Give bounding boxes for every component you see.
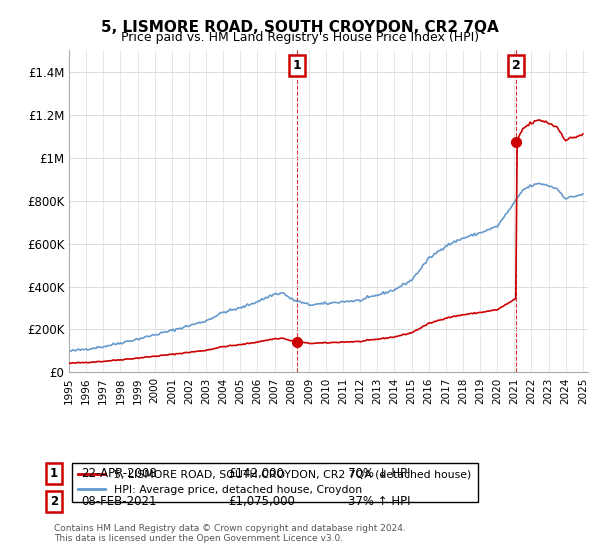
Legend: 5, LISMORE ROAD, SOUTH CROYDON, CR2 7QA (detached house), HPI: Average price, de: 5, LISMORE ROAD, SOUTH CROYDON, CR2 7QA … <box>72 463 478 502</box>
Text: 22-APR-2008: 22-APR-2008 <box>81 466 157 480</box>
Text: This data is licensed under the Open Government Licence v3.0.: This data is licensed under the Open Gov… <box>54 534 343 543</box>
Text: Price paid vs. HM Land Registry's House Price Index (HPI): Price paid vs. HM Land Registry's House … <box>121 31 479 44</box>
Text: 1: 1 <box>50 466 58 480</box>
Text: 70% ↓ HPI: 70% ↓ HPI <box>348 466 410 480</box>
Text: 1: 1 <box>293 59 301 72</box>
Text: 08-FEB-2021: 08-FEB-2021 <box>81 494 157 508</box>
Text: £1,075,000: £1,075,000 <box>228 494 295 508</box>
Text: 37% ↑ HPI: 37% ↑ HPI <box>348 494 410 508</box>
Text: 5, LISMORE ROAD, SOUTH CROYDON, CR2 7QA: 5, LISMORE ROAD, SOUTH CROYDON, CR2 7QA <box>101 20 499 35</box>
Text: Contains HM Land Registry data © Crown copyright and database right 2024.: Contains HM Land Registry data © Crown c… <box>54 524 406 533</box>
Text: £142,000: £142,000 <box>228 466 284 480</box>
Text: 2: 2 <box>50 494 58 508</box>
Text: 2: 2 <box>512 59 520 72</box>
